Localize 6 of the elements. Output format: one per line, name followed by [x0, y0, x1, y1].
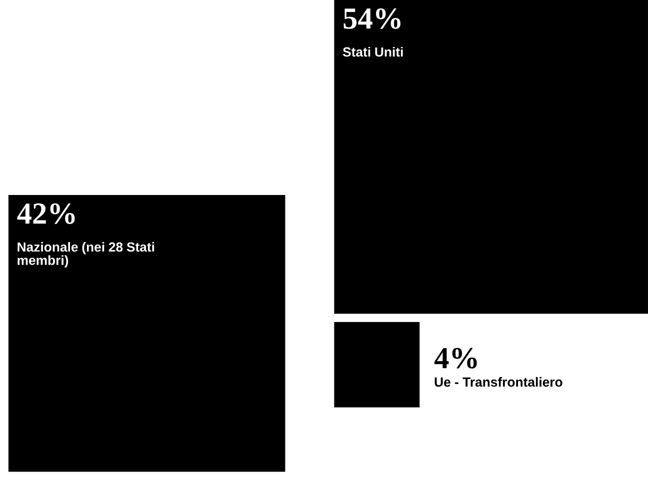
- data-label: 4%: [434, 348, 477, 369]
- data-label: 42%: [17, 203, 75, 224]
- category-label: Stati Uniti: [342, 47, 403, 57]
- category-label: Nazionale (nei 28 Stati membri): [18, 242, 154, 268]
- data-label: 54%: [344, 8, 400, 29]
- category-label: Ue - Transfrontaliero: [434, 377, 562, 387]
